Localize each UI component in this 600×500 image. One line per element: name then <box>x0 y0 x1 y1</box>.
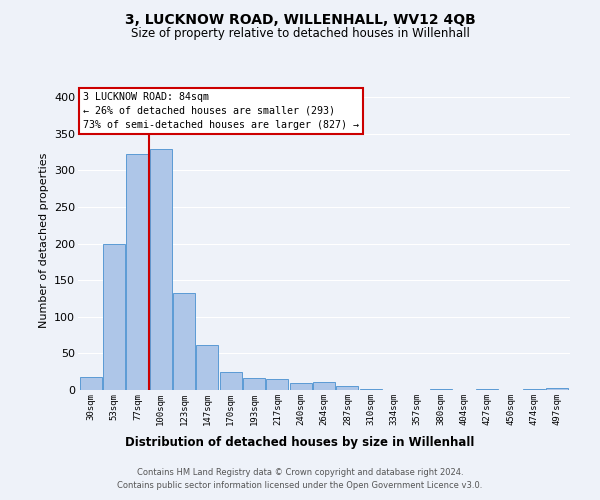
Bar <box>173 292 195 390</box>
Bar <box>336 386 358 390</box>
Bar <box>243 378 265 390</box>
Bar <box>546 388 568 390</box>
Bar <box>196 344 218 390</box>
Bar <box>523 388 545 390</box>
Text: Contains public sector information licensed under the Open Government Licence v3: Contains public sector information licen… <box>118 480 482 490</box>
Bar <box>313 382 335 390</box>
Bar <box>103 244 125 390</box>
Text: Size of property relative to detached houses in Willenhall: Size of property relative to detached ho… <box>131 28 469 40</box>
Text: Contains HM Land Registry data © Crown copyright and database right 2024.: Contains HM Land Registry data © Crown c… <box>137 468 463 477</box>
Bar <box>150 148 172 390</box>
Y-axis label: Number of detached properties: Number of detached properties <box>38 152 49 328</box>
Text: 3, LUCKNOW ROAD, WILLENHALL, WV12 4QB: 3, LUCKNOW ROAD, WILLENHALL, WV12 4QB <box>125 12 475 26</box>
Bar <box>127 154 149 390</box>
Text: 3 LUCKNOW ROAD: 84sqm
← 26% of detached houses are smaller (293)
73% of semi-det: 3 LUCKNOW ROAD: 84sqm ← 26% of detached … <box>83 92 359 130</box>
Bar <box>476 388 498 390</box>
Text: Distribution of detached houses by size in Willenhall: Distribution of detached houses by size … <box>125 436 475 449</box>
Bar <box>220 372 242 390</box>
Bar <box>266 379 289 390</box>
Bar <box>290 384 312 390</box>
Bar <box>80 377 102 390</box>
